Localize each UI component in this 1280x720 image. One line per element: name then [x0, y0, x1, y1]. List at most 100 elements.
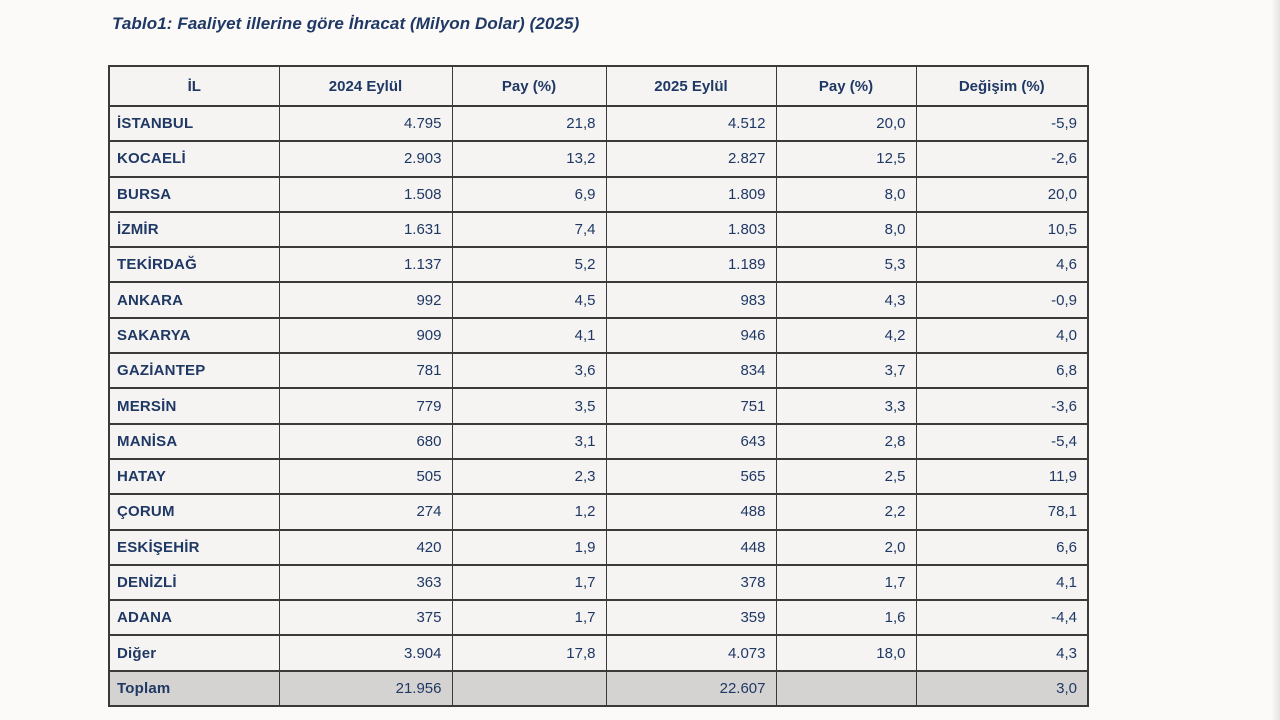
table-row: MERSİN 779 3,5 751 3,3 -3,6: [108, 387, 1089, 425]
cell-value: -0,9: [915, 281, 1089, 319]
cell-value: 274: [278, 493, 453, 531]
cell-value: 78,1: [915, 493, 1089, 531]
cell-value: 8,0: [775, 210, 917, 249]
cell-value: 375: [278, 599, 453, 637]
cell-value: 909: [278, 316, 453, 355]
cell-value: 751: [605, 387, 777, 425]
cell-value: 4,1: [451, 316, 607, 355]
cell-value: 3,0: [915, 669, 1089, 708]
cell-value: 21.956: [278, 669, 453, 708]
cell-value: 7,4: [451, 210, 607, 249]
cell-value: 1,2: [451, 493, 607, 531]
cell-value: 1.631: [278, 210, 453, 249]
cell-value: 4,3: [915, 634, 1089, 672]
cell-province: SAKARYA: [108, 316, 280, 355]
cell-value: 781: [278, 352, 453, 390]
cell-value: 3,3: [775, 387, 917, 425]
cell-value: 3.904: [278, 634, 453, 672]
table-row: İSTANBUL 4.795 21,8 4.512 20,0 -5,9: [108, 104, 1089, 143]
cell-value: [451, 669, 607, 708]
header-row: İL 2024 Eylül Pay (%) 2025 Eylül Pay (%) Deği…: [108, 65, 1089, 107]
cell-value: 11,9: [915, 457, 1089, 496]
cell-value: 20,0: [775, 104, 917, 143]
cell-value: 2,0: [775, 528, 917, 566]
cell-value: -5,4: [915, 422, 1089, 460]
cell-value: 1.189: [605, 246, 777, 284]
cell-value: 983: [605, 281, 777, 319]
cell-value: 378: [605, 563, 777, 602]
cell-value: 1.809: [605, 175, 777, 213]
cell-value: 22.607: [605, 669, 777, 708]
cell-value: 488: [605, 493, 777, 531]
cell-value: 448: [605, 528, 777, 566]
table-row: MANİSA 680 3,1 643 2,8 -5,4: [108, 422, 1089, 460]
table-row: SAKARYA 909 4,1 946 4,2 4,0: [108, 316, 1089, 355]
table-row: İZMİR 1.631 7,4 1.803 8,0 10,5: [108, 210, 1089, 249]
cell-value: 4,5: [451, 281, 607, 319]
cell-value: 1.137: [278, 246, 453, 284]
page-edge-shadow: [1271, 0, 1280, 720]
cell-value: -2,6: [915, 140, 1089, 178]
total-row: Toplam 21.956 22.607 3,0: [108, 669, 1089, 708]
cell-value: 4,6: [915, 246, 1089, 284]
cell-value: 1,7: [775, 563, 917, 602]
cell-province: TEKİRDAĞ: [108, 246, 280, 284]
cell-value: 643: [605, 422, 777, 460]
cell-province: HATAY: [108, 457, 280, 496]
table-body: İSTANBUL 4.795 21,8 4.512 20,0 -5,9 KOCAELİ 2.9…: [108, 104, 1089, 708]
table-row: ESKİŞEHİR 420 1,9 448 2,0 6,6: [108, 528, 1089, 566]
export-by-province-table: İL 2024 Eylül Pay (%) 2025 Eylül Pay (%) Deği…: [108, 65, 1089, 708]
cell-value: 4,1: [915, 563, 1089, 602]
cell-value: 12,5: [775, 140, 917, 178]
cell-value: 4.512: [605, 104, 777, 143]
cell-value: 1.508: [278, 175, 453, 213]
table-row: BURSA 1.508 6,9 1.809 8,0 20,0: [108, 175, 1089, 213]
cell-value: 680: [278, 422, 453, 460]
cell-value: 4,0: [915, 316, 1089, 355]
column-header-3: 2025 Eylül: [605, 65, 777, 107]
cell-value: 20,0: [915, 175, 1089, 213]
cell-value: 3,1: [451, 422, 607, 460]
cell-value: 565: [605, 457, 777, 496]
cell-value: 21,8: [451, 104, 607, 143]
cell-province: BURSA: [108, 175, 280, 213]
cell-value: 8,0: [775, 175, 917, 213]
cell-value: -3,6: [915, 387, 1089, 425]
cell-value: 946: [605, 316, 777, 355]
cell-value: 10,5: [915, 210, 1089, 249]
table-row: ÇORUM 274 1,2 488 2,2 78,1: [108, 493, 1089, 531]
cell-value: 17,8: [451, 634, 607, 672]
table-row: TEKİRDAĞ 1.137 5,2 1.189 5,3 4,6: [108, 246, 1089, 284]
cell-value: 3,6: [451, 352, 607, 390]
cell-province: İZMİR: [108, 210, 280, 249]
column-header-0: İL: [108, 65, 280, 107]
cell-value: 363: [278, 563, 453, 602]
cell-value: -5,9: [915, 104, 1089, 143]
cell-value: 4,3: [775, 281, 917, 319]
cell-value: 420: [278, 528, 453, 566]
cell-province: GAZİANTEP: [108, 352, 280, 390]
cell-value: 1,9: [451, 528, 607, 566]
cell-value: 1.803: [605, 210, 777, 249]
cell-province: Toplam: [108, 669, 280, 708]
cell-value: 359: [605, 599, 777, 637]
table-row: ADANA 375 1,7 359 1,6 -4,4: [108, 599, 1089, 637]
cell-value: 5,2: [451, 246, 607, 284]
cell-value: 2,2: [775, 493, 917, 531]
cell-value: 1,6: [775, 599, 917, 637]
cell-province: ADANA: [108, 599, 280, 637]
column-header-4: Pay (%): [775, 65, 917, 107]
cell-province: DENİZLİ: [108, 563, 280, 602]
cell-value: 505: [278, 457, 453, 496]
cell-value: 1,7: [451, 599, 607, 637]
cell-value: 4.795: [278, 104, 453, 143]
cell-value: 13,2: [451, 140, 607, 178]
cell-province: Diğer: [108, 634, 280, 672]
cell-value: 5,3: [775, 246, 917, 284]
table-row: ANKARA 992 4,5 983 4,3 -0,9: [108, 281, 1089, 319]
cell-value: 18,0: [775, 634, 917, 672]
cell-value: 1,7: [451, 563, 607, 602]
cell-province: MANİSA: [108, 422, 280, 460]
cell-value: 992: [278, 281, 453, 319]
column-header-5: Değişim (%): [915, 65, 1089, 107]
